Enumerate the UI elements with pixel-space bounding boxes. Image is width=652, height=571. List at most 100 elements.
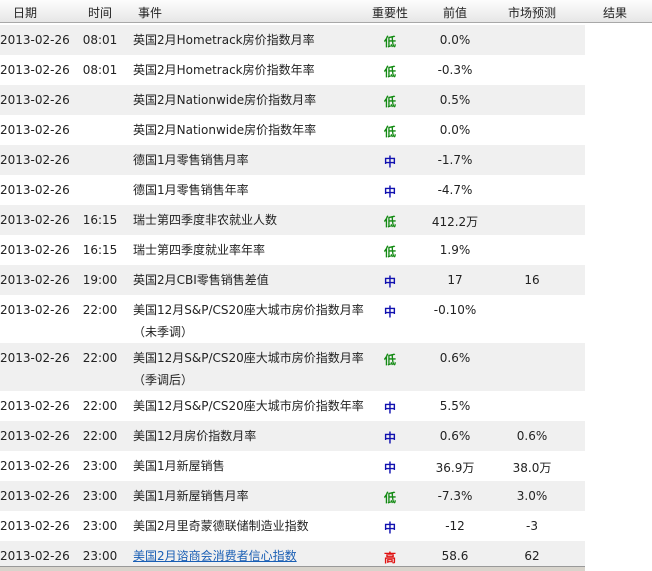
importance-cell: 低 [383,245,397,259]
event-cell: 瑞士第四季度非农就业人数 [133,213,278,227]
time-cell: 16:15 [82,243,118,257]
importance-cell: 低 [383,353,397,367]
previous-cell: 58.6 [441,549,469,563]
table-row: 2013-02-26 16:15 瑞士第四季度非农就业人数 低 412.2万 [0,205,585,235]
date-cell: 2013-02-26 [0,213,70,227]
time-cell: 22:00 [82,399,118,413]
table-row: 2013-02-26 23:00 美国2月里奇蒙德联储制造业指数 中 -12 -3 [0,511,585,541]
event-cell: 美国2月里奇蒙德联储制造业指数 [133,519,309,533]
header-time[interactable]: 时间 [87,6,113,20]
date-cell: 2013-02-26 [0,549,70,563]
time-cell: 22:00 [82,429,118,443]
date-cell: 2013-02-26 [0,399,70,413]
calendar-table: 2013-02-26 08:01 英国2月Hometrack房价指数月率低 0.0% 2… [0,25,585,571]
event-cell: 德国1月零售销售月率 [133,153,249,167]
table-row: 2013-02-26 22:00 美国12月S&P/CS20座大城市房价指数月率（未… [0,295,585,343]
table-row: 2013-02-26 德国1月零售销售月率 中 -1.7% [0,145,585,175]
previous-cell: 1.9% [439,243,471,257]
previous-cell: -12 [445,519,465,533]
table-row: 2013-02-26 16:15 瑞士第四季度就业率年率 低 1.9% [0,235,585,265]
event-cell: 美国12月S&P/CS20座大城市房价指数月率（季调后） [133,351,364,387]
table-row: 2013-02-26 19:00 英国2月CBI零售销售差值 中 17 16 [0,265,585,295]
importance-cell: 中 [383,521,397,535]
time-cell: 08:01 [82,63,118,77]
previous-cell: 5.5% [439,399,471,413]
date-cell: 2013-02-26 [0,33,70,47]
importance-cell: 中 [383,401,397,415]
date-cell: 2013-02-26 [0,429,70,443]
table-header: 日期 时间 事件 重要性 前值 市场预测 结果 [0,0,652,23]
forecast-cell: 38.0万 [512,461,552,475]
date-cell: 2013-02-26 [0,489,70,503]
event-cell: 美国12月S&P/CS20座大城市房价指数月率（未季调） [133,303,364,339]
header-date[interactable]: 日期 [12,6,38,20]
previous-cell: 0.6% [439,351,471,365]
previous-cell: -0.3% [437,63,473,77]
table-row: 2013-02-26 德国1月零售销售年率 中 -4.7% [0,175,585,205]
event-cell: 英国2月Nationwide房价指数月率 [133,93,317,107]
time-cell: 22:00 [82,351,118,365]
table-row: 2013-02-26 22:00 美国12月S&P/CS20座大城市房价指数年率 中 5… [0,391,585,421]
time-cell: 23:00 [82,519,118,533]
importance-cell: 高 [383,551,397,565]
importance-cell: 中 [383,155,397,169]
time-cell: 16:15 [82,213,118,227]
time-cell: 23:00 [82,459,118,473]
previous-cell: 0.0% [439,33,471,47]
importance-cell: 低 [383,65,397,79]
event-cell: 美国1月新屋销售月率 [133,489,249,503]
date-cell: 2013-02-26 [0,63,70,77]
date-cell: 2013-02-26 [0,153,70,167]
header-importance[interactable]: 重要性 [371,6,409,20]
previous-cell: 0.0% [439,123,471,137]
date-cell: 2013-02-26 [0,519,70,533]
header-event[interactable]: 事件 [137,6,163,20]
previous-cell: 412.2万 [431,215,479,229]
previous-cell: 0.6% [439,429,471,443]
table-row: 2013-02-26 22:00 美国12月房价指数月率 中 0.6% 0.6% [0,421,585,451]
date-cell: 2013-02-26 [0,243,70,257]
event-cell: 英国2月Nationwide房价指数年率 [133,123,317,137]
table-row: 2013-02-26 22:00 美国12月S&P/CS20座大城市房价指数月率（季… [0,343,585,391]
header-previous[interactable]: 前值 [442,6,468,20]
table-row: 2013-02-26 08:01 英国2月Hometrack房价指数月率 低 0.0% [0,25,585,55]
forecast-cell: 0.6% [516,429,548,443]
event-link[interactable]: 美国2月谘商会消费者信心指数 [133,549,297,563]
event-cell: 美国12月S&P/CS20座大城市房价指数年率 [133,399,364,413]
previous-cell: -4.7% [437,183,473,197]
importance-cell: 中 [383,431,397,445]
event-cell: 英国2月Hometrack房价指数月率 [133,33,315,47]
forecast-cell: 62 [524,549,540,563]
header-result[interactable]: 结果 [602,6,628,20]
table-row: 2013-02-26 08:01 英国2月Hometrack房价指数年率 低 -0.3% [0,55,585,85]
date-cell: 2013-02-26 [0,183,70,197]
event-cell: 美国1月新屋销售 [133,459,225,473]
previous-cell: -0.10% [433,303,477,317]
header-forecast[interactable]: 市场预测 [507,6,557,20]
event-cell: 英国2月CBI零售销售差值 [133,273,269,287]
time-cell: 23:00 [82,489,118,503]
importance-cell: 中 [383,185,397,199]
time-cell: 08:01 [82,33,118,47]
importance-cell: 中 [383,461,397,475]
table-row: 2013-02-26 英国2月Nationwide房价指数月率 低 0.5% [0,85,585,115]
date-cell: 2013-02-26 [0,351,70,365]
importance-cell: 中 [383,305,397,319]
forecast-cell: 3.0% [516,489,548,503]
table-row: 2013-02-26 23:00 美国1月新屋销售月率 低 -7.3% 3.0% [0,481,585,511]
event-cell: 德国1月零售销售年率 [133,183,249,197]
time-cell: 22:00 [82,303,118,317]
date-cell: 2013-02-26 [0,303,70,317]
previous-cell: 36.9万 [435,461,475,475]
table-row: 2013-02-26 23:00 美国1月新屋销售 中 36.9万 38.0万 [0,451,585,481]
previous-cell: -1.7% [437,153,473,167]
previous-cell: 0.5% [439,93,471,107]
previous-cell: 17 [447,273,463,287]
date-cell: 2013-02-26 [0,273,70,287]
importance-cell: 低 [383,125,397,139]
table-row: 2013-02-26 英国2月Nationwide房价指数年率 低 0.0% [0,115,585,145]
importance-cell: 中 [383,275,397,289]
forecast-cell: -3 [526,519,538,533]
importance-cell: 低 [383,215,397,229]
time-cell: 19:00 [82,273,118,287]
